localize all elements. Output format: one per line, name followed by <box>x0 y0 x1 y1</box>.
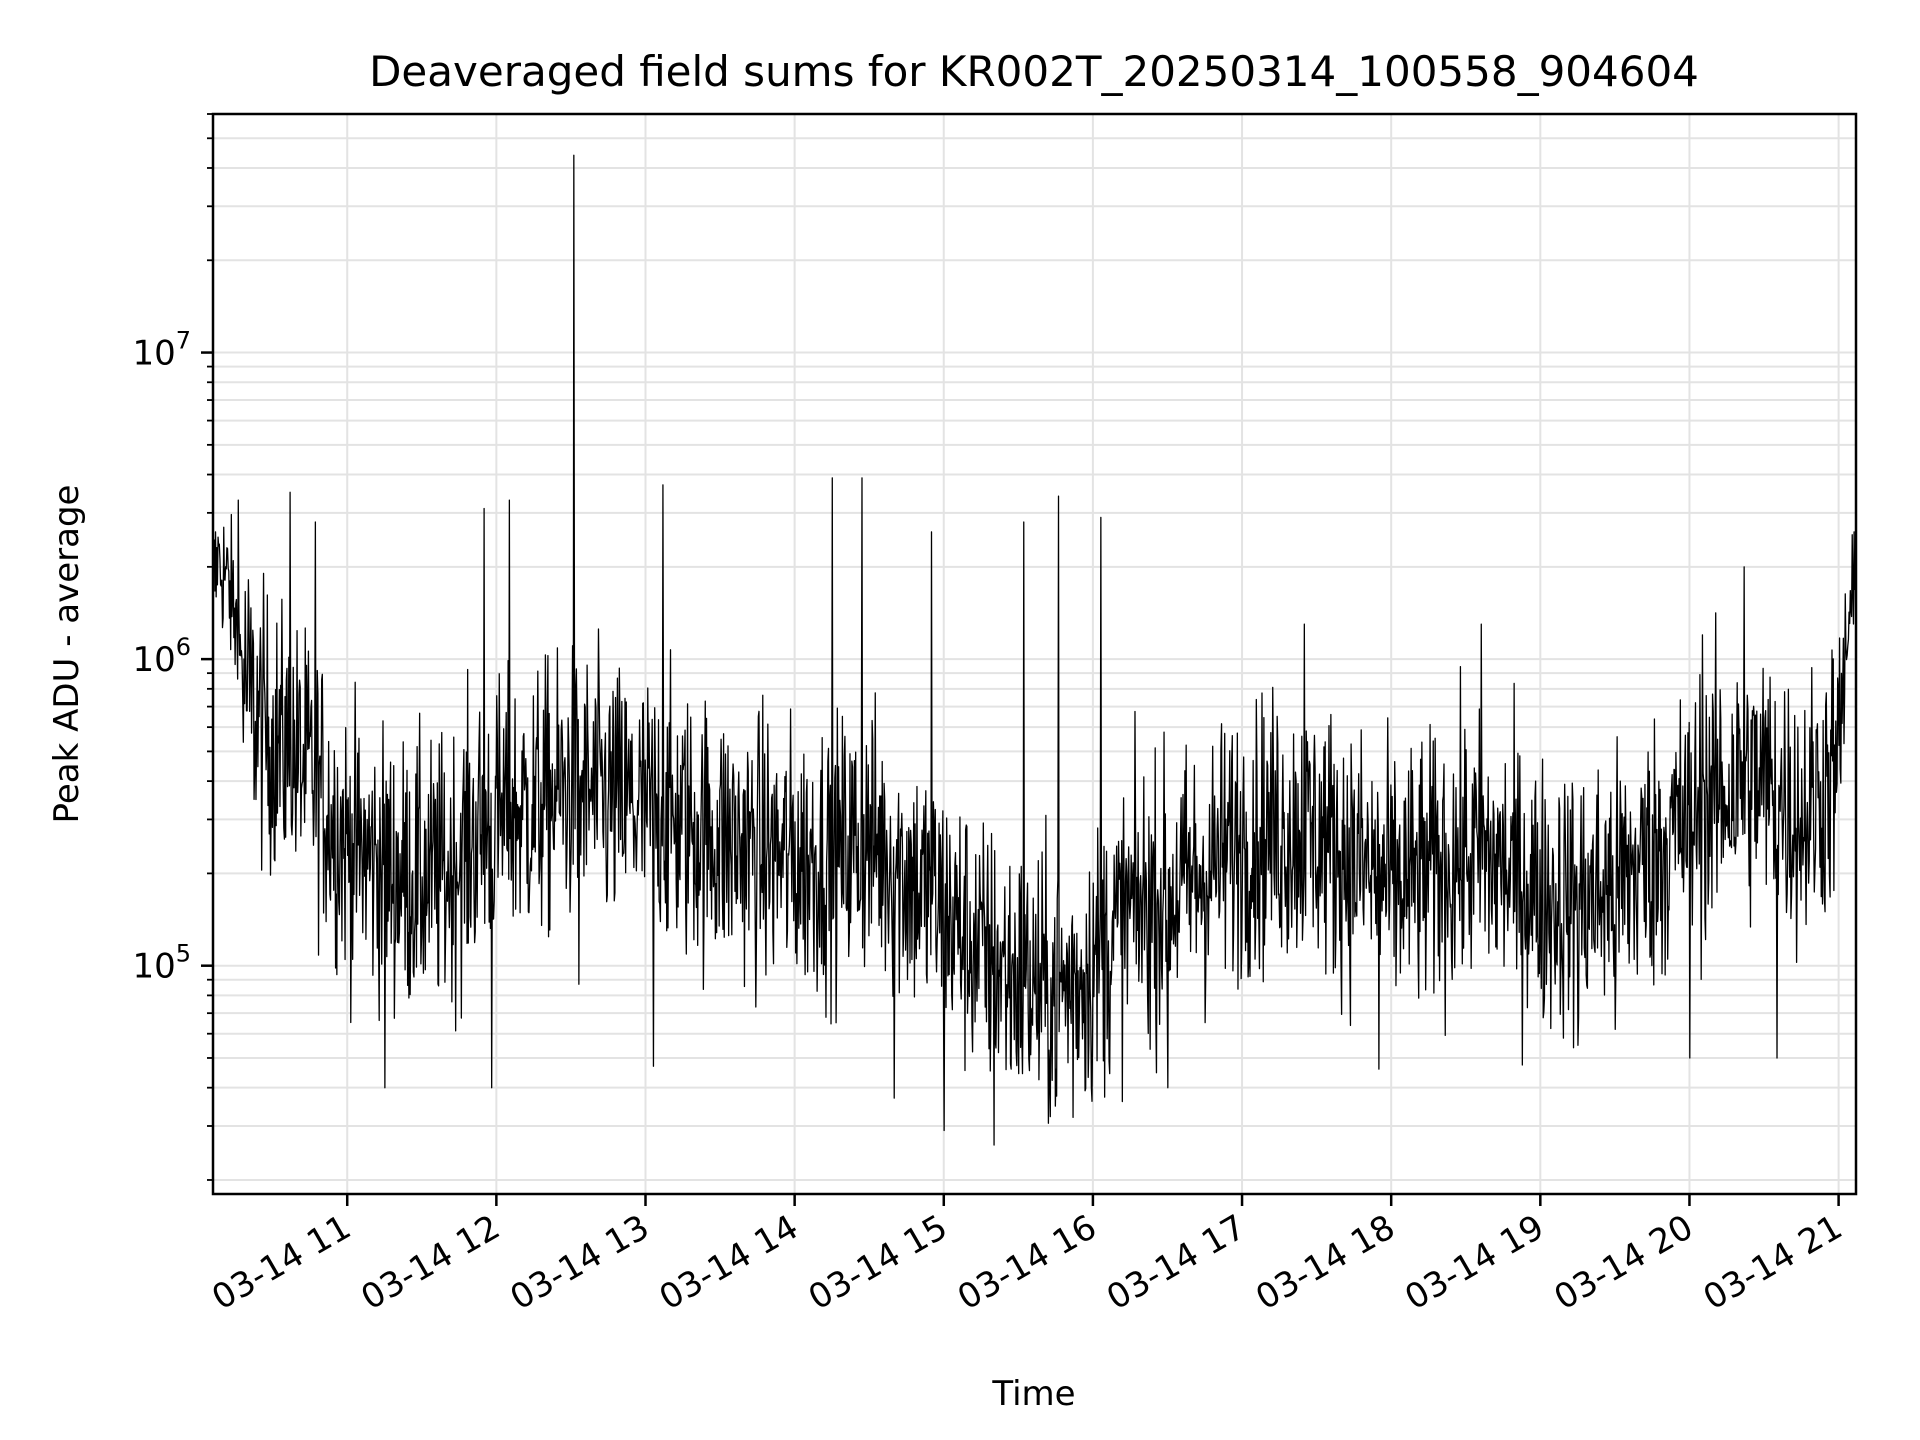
y-tick-base: 10 <box>132 947 175 987</box>
plot-frame <box>211 112 1858 1196</box>
y-tick-base: 10 <box>132 640 175 680</box>
y-tick-base: 10 <box>132 334 175 374</box>
y-tick-label: 106 <box>132 633 191 680</box>
series-layer <box>212 154 1857 1146</box>
y-axis-title: Peak ADU - average <box>47 485 87 824</box>
y-tick-label: 107 <box>132 327 191 374</box>
y-tick-label: 105 <box>132 940 191 987</box>
y-tick-exponent: 6 <box>176 633 191 661</box>
series-line <box>212 154 1857 1146</box>
grid <box>213 113 1856 1194</box>
chart-title: Deaveraged field sums for KR002T_2025031… <box>369 47 1699 96</box>
x-axis-title: Time <box>991 1374 1075 1414</box>
y-tick-exponent: 5 <box>176 940 191 968</box>
y-tick-exponent: 7 <box>176 327 191 355</box>
